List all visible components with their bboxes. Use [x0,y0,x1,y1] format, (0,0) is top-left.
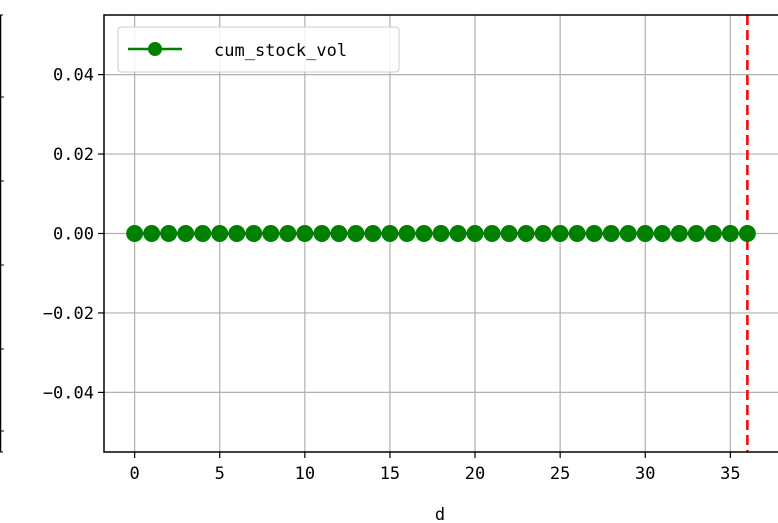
x-tick-label: 15 [380,464,400,484]
data-point [602,225,620,242]
y-tick-label: 0.00 [53,225,94,245]
data-point [568,225,586,242]
data-point [126,225,144,242]
data-point [585,225,603,242]
data-point [517,225,535,242]
x-axis-label: d [435,505,445,523]
x-tick-label: 30 [635,464,655,484]
x-tick-label: 0 [130,464,140,484]
legend-label: cum_stock_vol [214,41,347,61]
data-point [398,225,416,242]
data-point [466,225,484,242]
data-point [619,225,637,242]
data-series [126,225,756,242]
x-tick-label: 35 [720,464,740,484]
data-point [143,225,161,242]
data-point [500,225,518,242]
y-tick-label: 0.02 [53,145,94,165]
data-point [381,225,399,242]
data-point [636,225,654,242]
y-tick-label: −0.04 [43,383,94,403]
y-axis-ticks: 0.04 0.02 0.00 −0.02 −0.04 [43,66,104,403]
x-tick-label: 5 [215,464,225,484]
x-tick-label: 25 [550,464,570,484]
data-point [653,225,671,242]
data-point [211,225,229,242]
y-tick-label: 0.04 [53,66,94,86]
data-point [415,225,433,242]
data-point [330,225,348,242]
x-axis-ticks: 0 5 10 15 20 25 30 35 [130,452,741,484]
data-point [313,225,331,242]
data-point [228,225,246,242]
data-point [670,225,688,242]
data-point [534,225,552,242]
data-point [738,225,756,242]
data-point [704,225,722,242]
data-point [279,225,297,242]
data-point [364,225,382,242]
data-point [721,225,739,242]
y-tick-label: −0.02 [43,304,94,324]
data-point [177,225,195,242]
data-point [160,225,178,242]
data-point [687,225,705,242]
left-panel-edge [0,14,4,453]
data-point [483,225,501,242]
data-point [296,225,314,242]
legend-box [117,26,400,73]
x-tick-label: 10 [295,464,315,484]
data-point [347,225,365,242]
data-point [194,225,212,242]
data-point [245,225,263,242]
data-point [432,225,450,242]
data-point [262,225,280,242]
legend-marker-swatch [148,42,162,56]
data-point [551,225,569,242]
legend: cum_stock_vol [117,26,400,73]
x-tick-label: 20 [465,464,485,484]
data-point [449,225,467,242]
